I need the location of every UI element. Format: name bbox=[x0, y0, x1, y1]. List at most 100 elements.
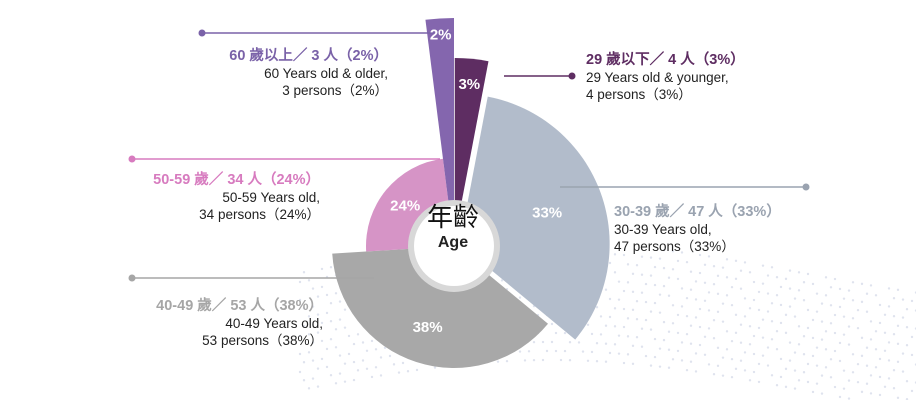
decor-dot bbox=[595, 342, 599, 345]
decor-dot bbox=[671, 268, 675, 271]
decor-dot bbox=[856, 308, 860, 312]
decor-dot bbox=[680, 359, 684, 362]
decor-dot bbox=[752, 280, 756, 284]
decor-dot bbox=[676, 313, 680, 317]
decor-dot bbox=[752, 298, 756, 302]
decor-dot bbox=[694, 298, 698, 301]
decor-dot bbox=[298, 370, 302, 374]
decor-dot bbox=[703, 263, 707, 267]
decor-dot bbox=[905, 380, 909, 383]
decor-dot bbox=[833, 349, 837, 353]
decor-dot bbox=[896, 342, 900, 346]
decor-dot bbox=[842, 387, 846, 390]
decor-dot bbox=[703, 281, 707, 285]
decor-dot bbox=[635, 317, 639, 321]
decor-dot bbox=[316, 313, 320, 316]
decor-dot bbox=[793, 297, 797, 300]
decor-dot bbox=[887, 305, 891, 308]
decor-dot bbox=[302, 271, 306, 274]
decor-dot bbox=[662, 338, 666, 342]
decor-dot bbox=[532, 340, 536, 344]
decor-dot bbox=[815, 346, 819, 349]
decor-dot bbox=[356, 333, 360, 336]
decor-dot bbox=[721, 374, 725, 377]
decor-dot bbox=[320, 267, 324, 271]
decor-dot bbox=[779, 357, 783, 361]
decor-dot bbox=[388, 354, 392, 358]
decor-dot bbox=[383, 346, 387, 350]
decor-dot bbox=[626, 317, 630, 320]
decor-dot bbox=[811, 390, 815, 394]
decor-dot bbox=[631, 272, 635, 276]
decor-dot bbox=[905, 344, 909, 347]
decor-dot bbox=[770, 338, 774, 341]
decor-dot bbox=[770, 302, 774, 305]
decor-dot bbox=[311, 305, 315, 308]
decor-dot bbox=[734, 331, 738, 335]
decor-dot bbox=[613, 307, 617, 310]
decor-dot bbox=[689, 288, 693, 291]
decor-dot bbox=[748, 343, 752, 346]
decor-dot bbox=[703, 353, 707, 357]
decor-dot bbox=[878, 357, 882, 361]
decor-dot bbox=[338, 300, 342, 303]
decor-dot bbox=[334, 346, 338, 349]
decor-dot bbox=[640, 345, 644, 348]
decor-dot bbox=[829, 376, 833, 379]
decor-dot bbox=[595, 306, 599, 309]
center-title-zh: 年齡 bbox=[426, 203, 479, 233]
decor-dot bbox=[883, 331, 887, 334]
decor-dot bbox=[860, 390, 864, 394]
decor-dot bbox=[910, 299, 914, 303]
decor-dot bbox=[302, 307, 306, 310]
decor-dot bbox=[676, 259, 680, 263]
decor-dot bbox=[797, 325, 801, 328]
decor-dot bbox=[806, 362, 810, 366]
decor-dot bbox=[838, 305, 842, 309]
decor-dot bbox=[653, 301, 657, 305]
decor-dot bbox=[352, 342, 356, 346]
decor-dot bbox=[298, 298, 302, 302]
decor-dot bbox=[730, 357, 734, 361]
decor-dot bbox=[739, 269, 743, 272]
decor-dot bbox=[586, 359, 590, 362]
decor-dot bbox=[703, 335, 707, 339]
decor-dot bbox=[599, 315, 603, 318]
label-50-59-en2: 34 persons（24%） bbox=[199, 207, 320, 222]
decor-dot bbox=[896, 288, 900, 292]
decor-dot bbox=[842, 369, 846, 372]
decor-dot bbox=[554, 331, 558, 335]
decor-dot bbox=[307, 315, 311, 318]
decor-dot bbox=[761, 354, 765, 357]
decor-dot bbox=[730, 375, 734, 379]
decor-dot bbox=[833, 313, 837, 317]
decor-dot bbox=[851, 281, 855, 284]
decor-dot bbox=[631, 344, 635, 348]
decor-dot bbox=[676, 331, 680, 335]
decor-dot bbox=[806, 326, 810, 330]
decor-dot bbox=[613, 253, 617, 256]
label-29-under: 29 歲以下／ 4 人（3%） 29 Years old & younger, … bbox=[586, 52, 745, 103]
decor-dot bbox=[739, 359, 743, 362]
decor-dot bbox=[365, 349, 369, 353]
decor-dot bbox=[784, 331, 788, 335]
decor-dot bbox=[734, 313, 738, 317]
label-60-over-zh: 60 歲以上／ 3 人（2%） bbox=[229, 48, 388, 64]
decor-dot bbox=[415, 368, 419, 372]
decor-dot bbox=[802, 371, 806, 374]
decor-dot bbox=[779, 375, 783, 379]
decor-dot bbox=[338, 354, 342, 357]
decor-dot bbox=[680, 341, 684, 344]
decor-dot bbox=[739, 341, 743, 344]
decor-dot bbox=[901, 316, 905, 319]
decor-dot bbox=[865, 346, 869, 349]
decor-dot bbox=[676, 277, 680, 281]
decor-dot bbox=[550, 322, 554, 326]
decor-dot bbox=[851, 353, 855, 356]
center-hole bbox=[408, 200, 500, 292]
decor-dot bbox=[527, 350, 531, 353]
decor-dot bbox=[739, 287, 743, 290]
decor-dot bbox=[752, 370, 756, 374]
decor-dot bbox=[887, 287, 891, 290]
decor-dot bbox=[766, 346, 770, 349]
